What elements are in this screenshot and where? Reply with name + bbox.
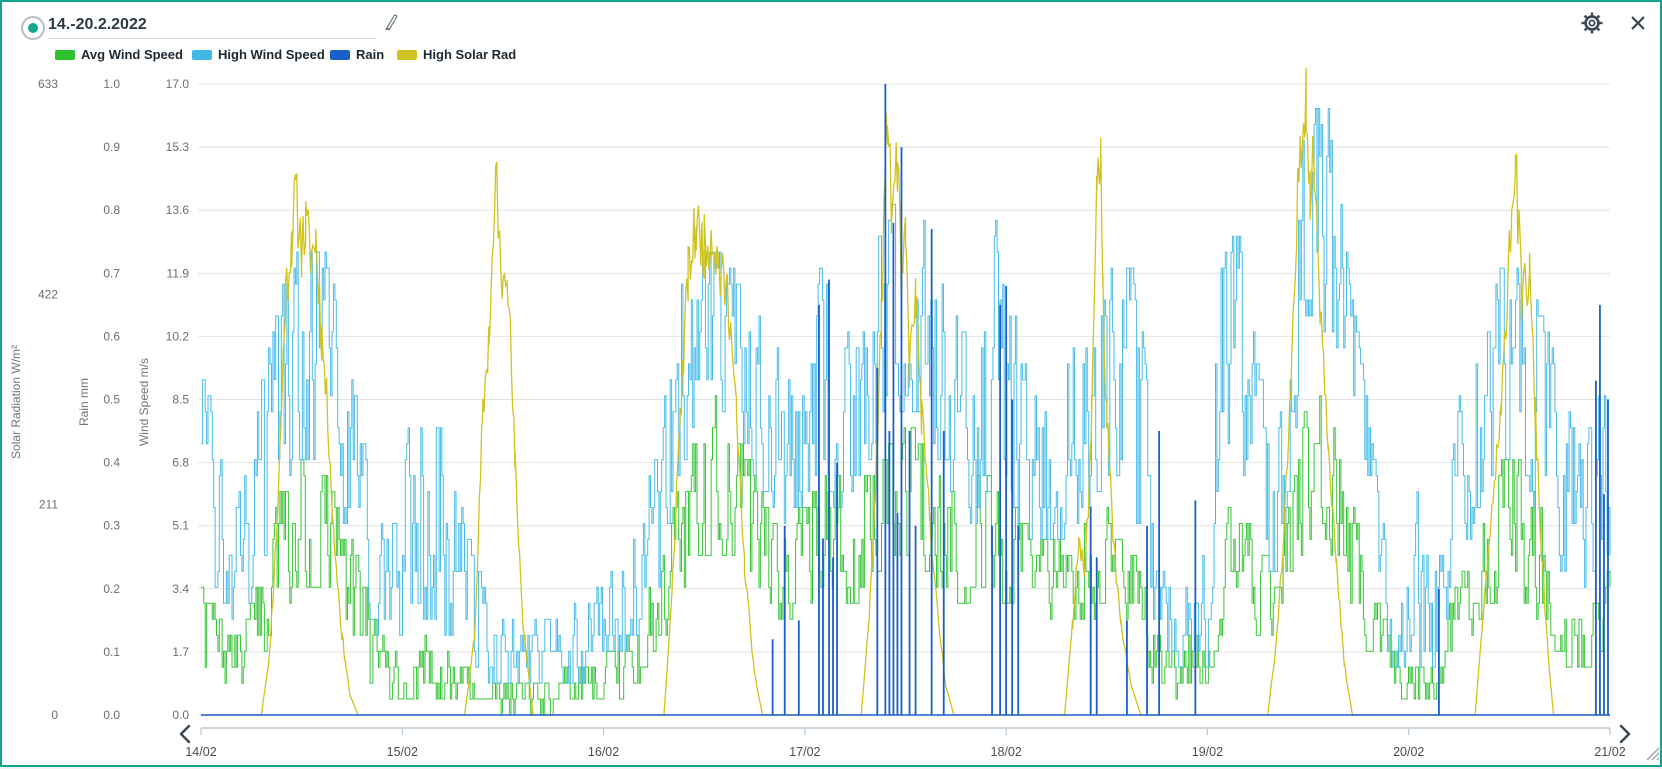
rain-tick-label: 0.5 [103,393,120,407]
x-axis-day-label: 14/02 [185,745,216,759]
next-period-chevron[interactable] [1619,724,1631,744]
x-axis-day-label: 18/02 [991,745,1022,759]
prev-period-chevron[interactable] [179,724,191,744]
legend-label: Avg Wind Speed [81,47,183,62]
wind-tick-label: 11.9 [167,266,190,280]
x-axis-day-label: 17/02 [789,745,820,759]
wind-tick-label: 3.4 [172,582,189,596]
selected-view-radio[interactable] [21,16,45,40]
legend-item-rain[interactable]: Rain [330,47,384,62]
settings-gear-icon[interactable] [1580,11,1604,35]
wind-tick-label: 15.3 [166,140,190,154]
rain-tick-label: 0.0 [103,708,120,722]
wind-tick-label: 13.6 [166,203,190,217]
solar-swatch-icon [397,49,417,60]
edit-pencil-icon[interactable] [383,13,399,31]
top-bar: 14.-20.2.2022 [2,2,1660,46]
date-range-input[interactable]: 14.-20.2.2022 [48,12,376,39]
solar-tick-label: 633 [38,77,58,91]
series-rain [201,84,1610,716]
avg-wind-swatch-icon [55,49,75,60]
legend-item-high-solar-rad[interactable]: High Solar Rad [397,47,516,62]
resize-handle[interactable] [1646,747,1660,761]
rain-tick-label: 0.2 [103,582,120,596]
wind-tick-label: 1.7 [172,645,189,659]
x-axis-day-label: 21/02 [1594,745,1625,759]
y-axes: 0 211 422 633 Solar Radiation W/m² 0.0 0.1 0.2 0… [9,77,189,722]
x-axis: 14/02 15/02 16/02 17/02 18/02 19/02 20/02 21/02 [179,724,1660,761]
rain-axis-title: Rain mm [77,378,91,426]
solar-tick-label: 0 [51,708,58,722]
wind-tick-label: 6.8 [172,456,189,470]
wind-tick-label: 8.5 [172,393,189,407]
solar-tick-label: 422 [38,287,58,301]
legend-item-high-wind-speed[interactable]: High Wind Speed [192,47,325,62]
x-axis-day-label: 16/02 [588,745,619,759]
wind-tick-label: 0.0 [172,708,189,722]
solar-axis-title: Solar Radiation W/m² [9,345,23,459]
rain-tick-label: 0.6 [103,329,120,343]
close-icon[interactable] [1630,15,1646,31]
series-high-wind-speed [201,108,1611,684]
x-axis-day-label: 15/02 [387,745,418,759]
rain-tick-label: 0.8 [103,203,120,217]
rain-tick-label: 0.1 [103,645,120,659]
rain-tick-label: 0.7 [103,266,120,280]
legend-item-avg-wind-speed[interactable]: Avg Wind Speed [55,47,183,62]
wind-tick-label: 5.1 [172,519,189,533]
rain-tick-label: 0.9 [103,140,120,154]
x-axis-day-label: 19/02 [1192,745,1223,759]
solar-tick-label: 211 [39,498,58,512]
legend-label: Rain [356,47,385,62]
rain-tick-label: 0.3 [103,519,120,533]
wind-tick-label: 10.2 [166,329,190,343]
rain-tick-label: 0.4 [103,456,120,470]
legend-label: High Solar Rad [423,47,517,62]
x-axis-day-label: 20/02 [1393,745,1424,759]
wind-tick-label: 17.0 [166,77,190,91]
rain-swatch-icon [330,49,350,60]
legend-label: High Wind Speed [218,47,325,62]
wind-axis-title: Wind Speed m/s [137,358,151,446]
high-wind-swatch-icon [192,49,212,60]
radio-dot-icon [28,23,38,33]
series-avg-wind-speed [201,395,1611,716]
rain-tick-label: 1.0 [103,77,120,91]
